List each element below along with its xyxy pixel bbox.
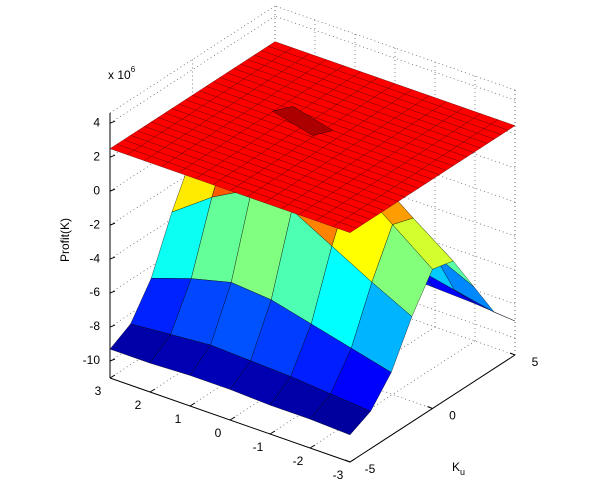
surface-patch — [271, 106, 334, 136]
z-axis-label: Profit(K) — [58, 218, 72, 262]
z-tick — [109, 188, 116, 192]
grid-line — [109, 151, 276, 260]
x-tick — [509, 352, 516, 356]
z-tick-label: -4 — [89, 251, 100, 265]
y-tick-label: 1 — [175, 412, 182, 426]
y-tick — [349, 458, 356, 463]
grid-line — [229, 312, 396, 421]
z-tick — [109, 290, 116, 294]
surface-patch — [309, 393, 372, 436]
box-edge — [109, 5, 276, 114]
y-tick — [309, 444, 316, 449]
z-multiplier: x 106 — [108, 65, 136, 82]
x-axis-label: Ku — [452, 460, 465, 477]
y-tick — [229, 416, 236, 421]
x-tick-label: 0 — [449, 409, 456, 423]
y-tick-label: 0 — [215, 426, 222, 440]
x-tick-label: -5 — [365, 462, 376, 476]
z-tick — [109, 358, 116, 362]
z-tick — [109, 154, 116, 158]
z-tick — [109, 256, 116, 260]
z-tick — [109, 222, 116, 226]
grid-line — [109, 83, 276, 192]
y-tick-label: 2 — [135, 398, 142, 412]
y-tick — [109, 374, 116, 379]
z-multiplier-base: x 10 — [108, 68, 131, 82]
z-tick-label: 2 — [93, 149, 100, 163]
z-tick — [109, 120, 116, 124]
z-tick — [109, 324, 116, 328]
plane-patch — [267, 41, 293, 53]
grid-line — [189, 298, 356, 407]
x-tick — [427, 406, 433, 409]
x-tick-label: 5 — [532, 355, 539, 369]
grid-line — [109, 15, 276, 124]
x-tick — [344, 459, 351, 463]
grid-line — [149, 284, 316, 393]
grid-line — [269, 326, 436, 435]
z-multiplier-exponent: 6 — [131, 65, 136, 74]
z-tick-label: 0 — [93, 183, 100, 197]
x-axis-label-sub: u — [460, 467, 465, 477]
grid-line — [109, 117, 276, 226]
z-tick-label: 4 — [93, 115, 100, 129]
y-tick-label: -2 — [293, 454, 304, 468]
grid-line — [109, 185, 276, 294]
y-tick-label: 3 — [95, 384, 102, 398]
z-tick-label: -2 — [89, 217, 100, 231]
y-tick — [189, 402, 196, 407]
x-axis-label-main: K — [452, 460, 460, 474]
z-tick-label: -8 — [89, 319, 100, 333]
y-tick-label: -1 — [253, 440, 264, 454]
z-tick-label: -6 — [89, 285, 100, 299]
grid-line — [109, 270, 276, 379]
z-tick-label: -10 — [83, 353, 101, 367]
y-tick-label: -3 — [333, 468, 344, 482]
y-tick — [269, 430, 276, 435]
y-tick — [149, 388, 156, 393]
